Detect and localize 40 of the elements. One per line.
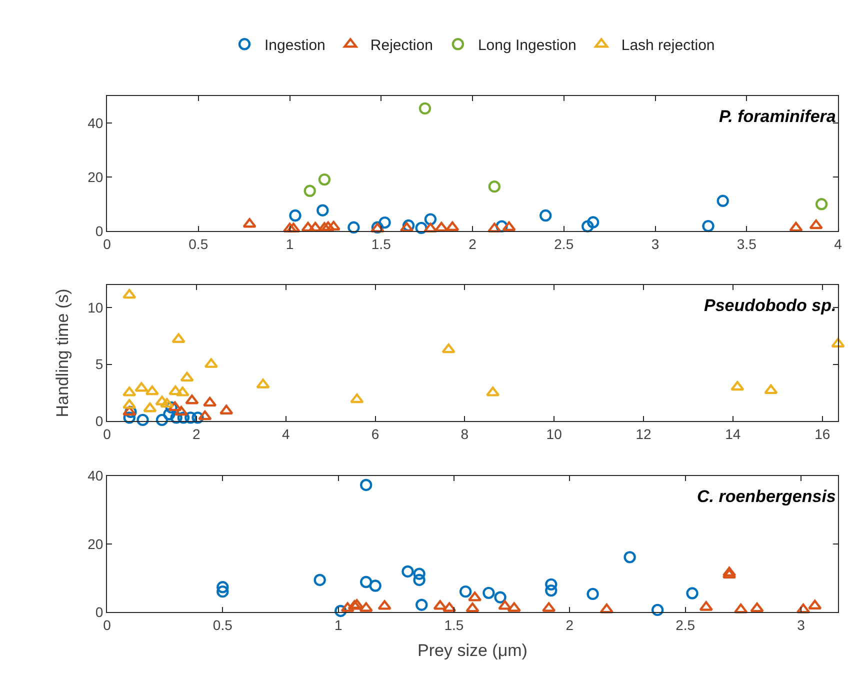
legend-label: Lash rejection [621,37,715,54]
x-tick-label: 1 [334,616,342,633]
x-tick-label: 1.5 [371,236,392,252]
text: P. foraminifera [719,107,836,126]
y-tick-label: 10 [88,299,104,316]
x-tick-label: 1.5 [444,616,464,633]
x-tick-label: 4 [834,236,842,252]
y-axis-title: Handling time (s) [53,288,72,418]
x-tick-label: 14 [725,426,741,442]
y-tick-label: 5 [95,356,104,372]
y-tick-label: 20 [88,536,104,552]
legend-label: Ingestion [264,37,326,54]
y-tick-label: 40 [88,468,104,484]
x-tick-label: 16 [814,426,830,442]
x-tick-label: 3 [797,616,806,633]
x-tick-label: 0.5 [212,616,233,633]
x-tick-label: 2 [468,236,477,252]
x-tick-label: 10 [546,426,562,442]
y-tick-label: 20 [88,169,104,186]
x-axis-title: Prey size (μm) [418,641,528,660]
x-tick-label: 0.5 [188,236,208,252]
y-tick-label: 0 [95,223,104,240]
x-tick-label: 3 [651,236,660,252]
x-tick-label: 6 [371,426,380,442]
y-tick-label: 0 [95,412,104,429]
x-tick-label: 2 [566,616,574,633]
x-tick-label: 3.5 [736,236,757,252]
x-tick-label: 2.5 [554,236,574,252]
x-tick-label: 1 [286,236,294,252]
x-tick-label: 8 [460,426,469,442]
legend-label: Rejection [370,37,433,54]
x-tick-label: 12 [636,426,652,442]
x-tick-label: 4 [282,426,290,442]
y-tick-label: 40 [88,114,104,131]
x-tick-label: 2.5 [676,616,696,633]
y-tick-label: 0 [95,604,104,620]
x-tick-label: 2 [192,426,201,442]
text: C. roenbergensis [697,487,836,506]
legend-label: Long Ingestion [478,37,576,54]
text: Pseudobodo sp. [704,296,836,315]
